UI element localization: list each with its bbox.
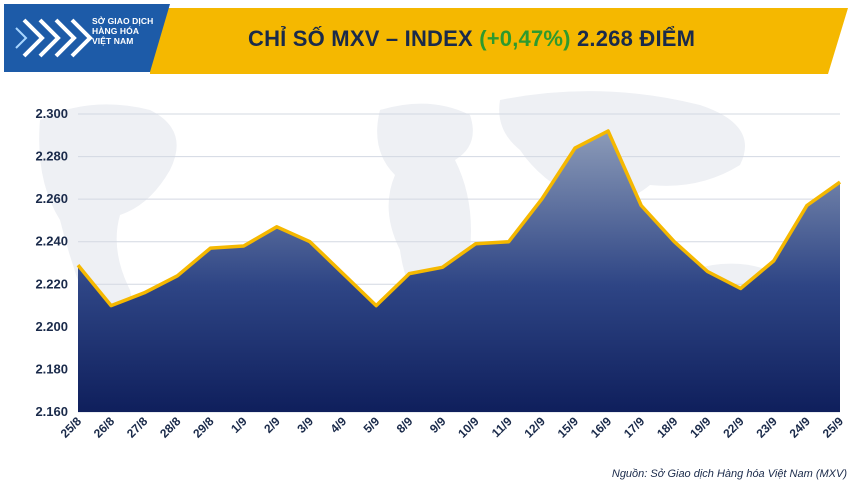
x-tick-label: 17/9 [621, 414, 648, 441]
y-tick-label: 2.280 [35, 149, 68, 164]
x-tick-label: 10/9 [455, 414, 482, 441]
y-tick-label: 2.160 [35, 404, 68, 419]
x-tick-label: 16/9 [588, 414, 615, 441]
title-main: CHỈ SỐ MXV – INDEX [248, 26, 480, 51]
logo-line-3: VIỆT NAM [92, 36, 134, 46]
x-tick-label: 26/8 [91, 414, 118, 441]
x-axis: 25/8 26/8 27/8 28/8 29/8 1/9 2/9 3/9 4/9 5/9 8/9 9/… [58, 414, 847, 441]
x-tick-label: 28/8 [157, 414, 184, 441]
page-title: CHỈ SỐ MXV – INDEX (+0,47%) 2.268 ĐIỂM [248, 22, 695, 56]
x-tick-label: 19/9 [687, 414, 714, 441]
x-tick-label: 11/9 [489, 414, 515, 440]
logo-line-2: HÀNG HÓA [92, 26, 140, 36]
x-tick-label: 5/9 [361, 414, 383, 436]
title-change-percent: (+0,47%) [479, 26, 571, 51]
y-tick-label: 2.220 [35, 276, 68, 291]
chart-area-fill [78, 131, 840, 412]
y-axis: 2.160 2.180 2.200 2.220 2.240 2.260 2.280 2.300 [35, 106, 68, 419]
x-tick-label: 23/9 [753, 414, 780, 441]
x-tick-label: 12/9 [522, 414, 549, 441]
x-tick-label: 15/9 [555, 414, 582, 441]
header-banner [4, 4, 848, 74]
x-tick-label: 3/9 [294, 414, 316, 436]
x-tick-label: 4/9 [327, 414, 349, 436]
y-tick-label: 2.300 [35, 106, 68, 121]
x-tick-label: 29/8 [190, 414, 217, 441]
x-tick-label: 27/8 [124, 414, 151, 441]
y-tick-label: 2.200 [35, 319, 68, 334]
x-tick-label: 18/9 [654, 414, 681, 441]
logo-text: SỞ GIAO DỊCH HÀNG HÓA VIỆT NAM [92, 16, 162, 46]
title-value: 2.268 ĐIỂM [570, 26, 696, 51]
x-tick-label: 8/9 [394, 414, 416, 436]
y-tick-label: 2.240 [35, 234, 68, 249]
x-tick-label: 24/9 [787, 414, 814, 441]
logo-line-1: SỞ GIAO DỊCH [92, 16, 154, 26]
y-tick-label: 2.260 [35, 191, 68, 206]
mxv-index-chart: 2.160 2.180 2.200 2.220 2.240 2.260 2.280 2.300… [35, 106, 847, 441]
x-tick-label: 22/9 [720, 414, 747, 441]
y-tick-label: 2.180 [35, 361, 68, 376]
header-logo-block [4, 4, 170, 72]
x-tick-label: 9/9 [427, 414, 449, 436]
map-shape-americas [39, 104, 177, 360]
x-tick-label: 25/9 [820, 414, 847, 441]
chart-series-line [76, 129, 842, 308]
x-tick-label: 2/9 [261, 414, 283, 436]
source-note: Nguồn: Sở Giao dịch Hàng hóa Việt Nam (M… [611, 468, 847, 480]
mxv-logo-icon [15, 18, 93, 58]
header-yellow-band [150, 8, 848, 74]
x-tick-label: 1/9 [228, 414, 250, 436]
